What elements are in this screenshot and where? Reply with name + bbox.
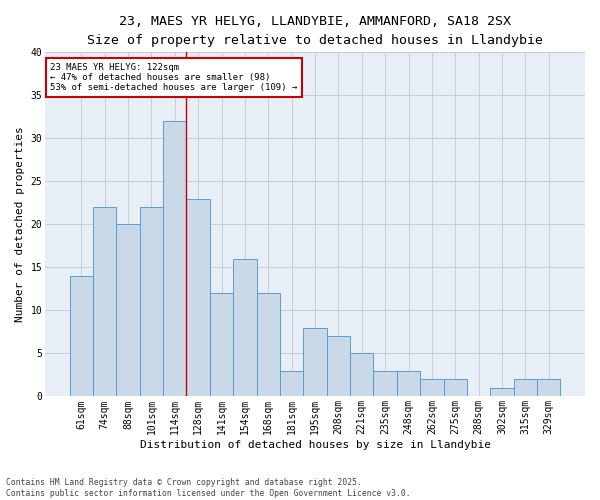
Title: 23, MAES YR HELYG, LLANDYBIE, AMMANFORD, SA18 2SX
Size of property relative to d: 23, MAES YR HELYG, LLANDYBIE, AMMANFORD,… xyxy=(87,15,543,47)
Bar xyxy=(187,198,210,396)
Bar xyxy=(233,259,257,396)
Text: Contains HM Land Registry data © Crown copyright and database right 2025.
Contai: Contains HM Land Registry data © Crown c… xyxy=(6,478,410,498)
Bar xyxy=(93,207,116,396)
X-axis label: Distribution of detached houses by size in Llandybie: Distribution of detached houses by size … xyxy=(140,440,491,450)
Bar xyxy=(373,370,397,396)
Bar xyxy=(304,328,327,396)
Bar xyxy=(397,370,420,396)
Bar xyxy=(350,354,373,397)
Bar xyxy=(210,293,233,397)
Bar xyxy=(163,121,187,396)
Bar xyxy=(443,379,467,396)
Bar xyxy=(537,379,560,396)
Bar xyxy=(327,336,350,396)
Bar xyxy=(514,379,537,396)
Bar xyxy=(70,276,93,396)
Bar xyxy=(490,388,514,396)
Bar xyxy=(280,370,304,396)
Bar xyxy=(116,224,140,396)
Text: 23 MAES YR HELYG: 122sqm
← 47% of detached houses are smaller (98)
53% of semi-d: 23 MAES YR HELYG: 122sqm ← 47% of detach… xyxy=(50,62,298,92)
Bar xyxy=(420,379,443,396)
Bar xyxy=(257,293,280,397)
Bar xyxy=(140,207,163,396)
Y-axis label: Number of detached properties: Number of detached properties xyxy=(15,126,25,322)
